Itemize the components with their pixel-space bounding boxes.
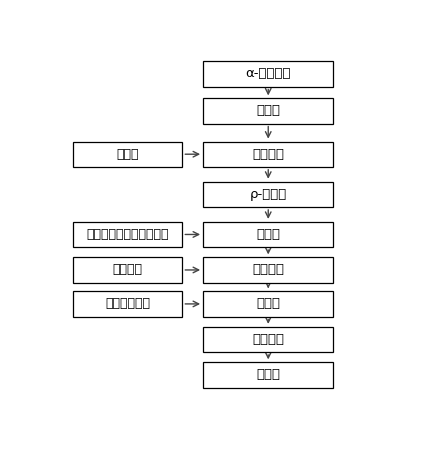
Bar [73, 222, 183, 247]
Bar [203, 98, 334, 123]
Bar [203, 327, 334, 352]
Text: 水　化: 水 化 [256, 297, 280, 310]
Text: 纳米氧化钉、纳米氧化鱈: 纳米氧化钉、纳米氧化鱈 [86, 228, 169, 241]
Bar [203, 362, 334, 387]
Bar [203, 62, 334, 87]
Text: 粉　碎: 粉 碎 [256, 105, 280, 118]
Text: 活化焖烧: 活化焖烧 [252, 333, 284, 346]
Text: 盘式制粒: 盘式制粒 [252, 264, 284, 277]
Text: α-三水铝石: α-三水铝石 [245, 67, 291, 80]
Bar [73, 141, 183, 167]
Text: 去离子水: 去离子水 [113, 264, 143, 277]
Text: 混　合: 混 合 [256, 228, 280, 241]
Bar [73, 257, 183, 282]
Bar [203, 291, 334, 317]
Text: 热风炉: 热风炉 [116, 148, 139, 161]
Text: 成　品: 成 品 [256, 369, 280, 381]
Text: 闪速焖烧: 闪速焖烧 [252, 148, 284, 161]
Bar [73, 291, 183, 317]
Text: ρ-氧化铝: ρ-氧化铝 [249, 188, 287, 201]
Bar [203, 182, 334, 207]
Bar [203, 222, 334, 247]
Text: 碳酸钒水溶液: 碳酸钒水溶液 [105, 297, 150, 310]
Bar [203, 141, 334, 167]
Bar [203, 257, 334, 282]
